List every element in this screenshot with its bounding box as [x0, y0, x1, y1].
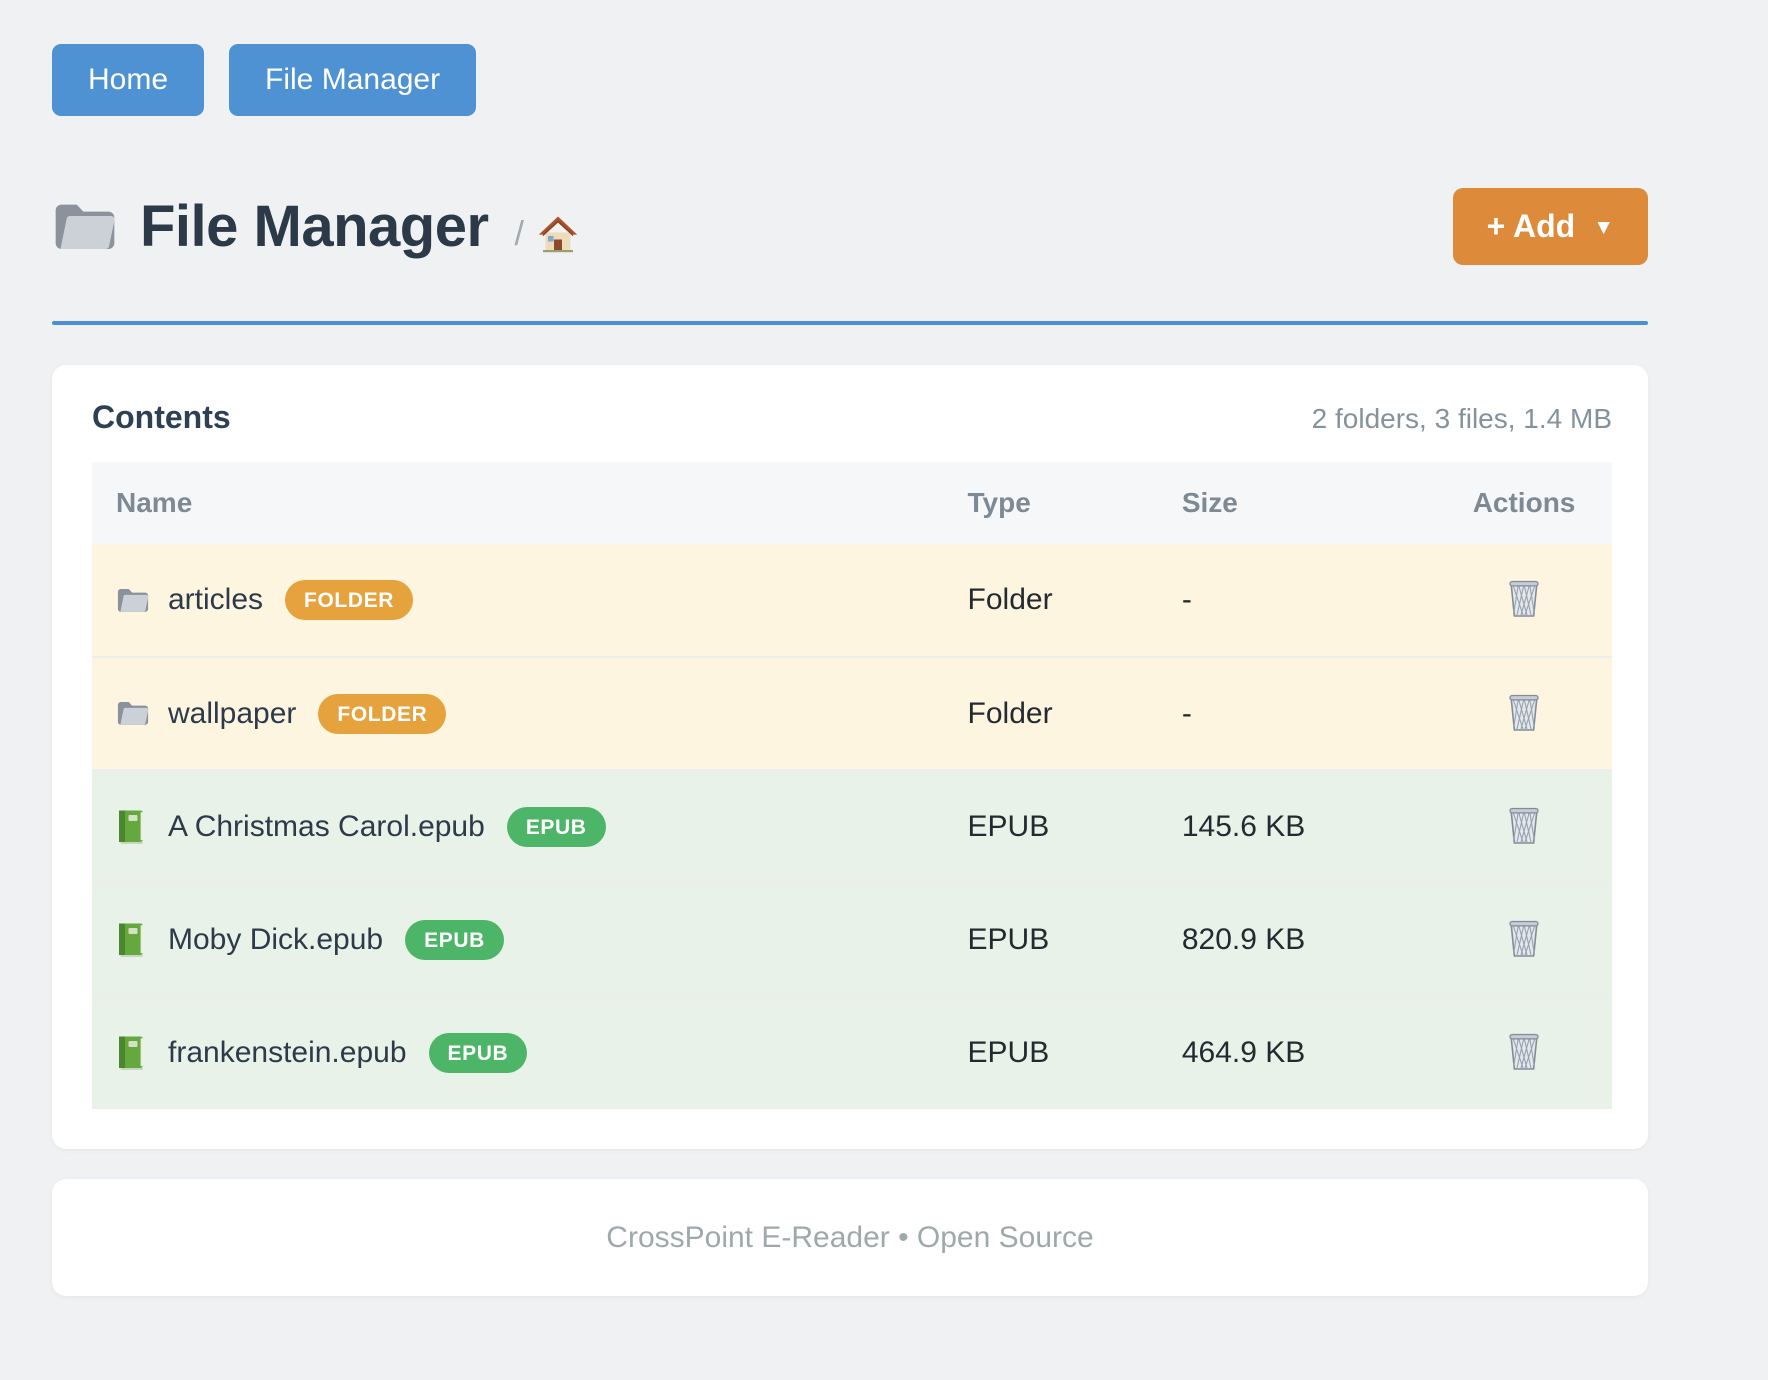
type-cell: EPUB — [967, 769, 1182, 883]
title-wrap: File Manager / — [52, 193, 1453, 260]
trash-icon — [1507, 807, 1541, 849]
column-header-actions: Actions — [1466, 462, 1612, 544]
name-cell: A Christmas Carol.epub EPUB — [92, 806, 968, 847]
header-divider — [52, 321, 1648, 325]
size-cell: 820.9 KB — [1181, 882, 1467, 996]
name-cell: wallpaper FOLDER — [92, 693, 968, 734]
actions-cell — [1466, 882, 1612, 996]
folder-icon — [116, 583, 150, 617]
table-row: wallpaper FOLDER Folder - — [92, 656, 1612, 770]
contents-table-body: articles FOLDER Folder - — [92, 544, 1612, 1109]
type-cell: Folder — [967, 544, 1182, 657]
name-cell: Moby Dick.epub EPUB — [92, 919, 968, 960]
file-type-badge: EPUB — [428, 1033, 528, 1073]
file-type-badge: EPUB — [506, 806, 606, 847]
size-cell: - — [1181, 656, 1467, 770]
delete-button[interactable] — [1501, 913, 1547, 963]
home-button[interactable]: Home — [52, 44, 205, 116]
book-icon — [116, 923, 150, 957]
file-name-link[interactable]: A Christmas Carol.epub — [168, 809, 485, 843]
top-nav: Home File Manager — [52, 44, 1648, 116]
type-cell: Folder — [967, 656, 1182, 770]
size-cell: 464.9 KB — [1181, 995, 1467, 1109]
breadcrumb: / — [515, 215, 578, 255]
file-type-badge: EPUB — [405, 919, 504, 960]
actions-cell — [1466, 769, 1612, 883]
delete-button[interactable] — [1501, 687, 1547, 737]
type-cell: EPUB — [967, 995, 1182, 1109]
table-row: A Christmas Carol.epub EPUB EPUB 145.6 K… — [92, 769, 1612, 883]
breadcrumb-separator: / — [514, 215, 524, 253]
add-button[interactable]: + Add ▼ — [1452, 188, 1648, 265]
file-name-link[interactable]: articles — [168, 583, 264, 616]
footer-card: CrossPoint E-Reader • Open Source — [52, 1179, 1648, 1296]
file-manager-button[interactable]: File Manager — [229, 44, 477, 116]
trash-icon — [1507, 1033, 1541, 1075]
contents-heading: Contents — [92, 399, 231, 435]
delete-button[interactable] — [1501, 800, 1547, 850]
name-cell: frankenstein.epub EPUB — [92, 1033, 968, 1073]
type-cell: EPUB — [967, 882, 1182, 996]
house-icon[interactable] — [538, 215, 578, 255]
folder-icon — [116, 697, 150, 731]
column-header-name: Name — [92, 462, 968, 544]
actions-cell — [1466, 656, 1612, 770]
size-cell: 145.6 KB — [1181, 769, 1467, 883]
column-header-type: Type — [967, 462, 1182, 544]
file-name-link[interactable]: frankenstein.epub — [168, 1036, 407, 1069]
page-header: File Manager / + Add ▼ — [52, 188, 1648, 265]
table-row: articles FOLDER Folder - — [92, 544, 1612, 657]
folder-icon — [55, 204, 115, 249]
add-button-label: + Add — [1486, 208, 1576, 244]
file-name-link[interactable]: Moby Dick.epub — [168, 922, 384, 956]
trash-icon — [1507, 694, 1541, 736]
book-icon — [116, 810, 150, 844]
contents-summary: 2 folders, 3 files, 1.4 MB — [1311, 403, 1612, 434]
delete-button[interactable] — [1501, 1026, 1547, 1076]
delete-button[interactable] — [1501, 573, 1547, 623]
file-type-badge: FOLDER — [285, 580, 413, 620]
file-type-badge: FOLDER — [318, 693, 447, 734]
chevron-down-icon: ▼ — [1593, 216, 1614, 239]
table-row: Moby Dick.epub EPUB EPUB 820.9 KB — [92, 882, 1612, 996]
contents-card-header: Contents 2 folders, 3 files, 1.4 MB — [92, 399, 1612, 436]
contents-table: Name Type Size Actions articles FOLDER — [92, 462, 1612, 1109]
actions-cell — [1466, 995, 1612, 1109]
footer-text: CrossPoint E-Reader • Open Source — [606, 1220, 1094, 1254]
trash-icon — [1507, 920, 1541, 962]
name-cell: articles FOLDER — [92, 580, 968, 620]
table-header-row: Name Type Size Actions — [92, 462, 1612, 544]
trash-icon — [1507, 580, 1541, 622]
page: Home File Manager File Manager / — [52, 0, 1648, 1296]
column-header-size: Size — [1181, 462, 1467, 544]
file-name-link[interactable]: wallpaper — [168, 696, 297, 730]
actions-cell — [1466, 544, 1612, 657]
page-title: File Manager — [140, 194, 489, 259]
book-icon — [116, 1036, 150, 1070]
contents-card: Contents 2 folders, 3 files, 1.4 MB Name… — [52, 365, 1648, 1149]
table-row: frankenstein.epub EPUB EPUB 464.9 KB — [92, 995, 1612, 1109]
size-cell: - — [1181, 544, 1467, 657]
